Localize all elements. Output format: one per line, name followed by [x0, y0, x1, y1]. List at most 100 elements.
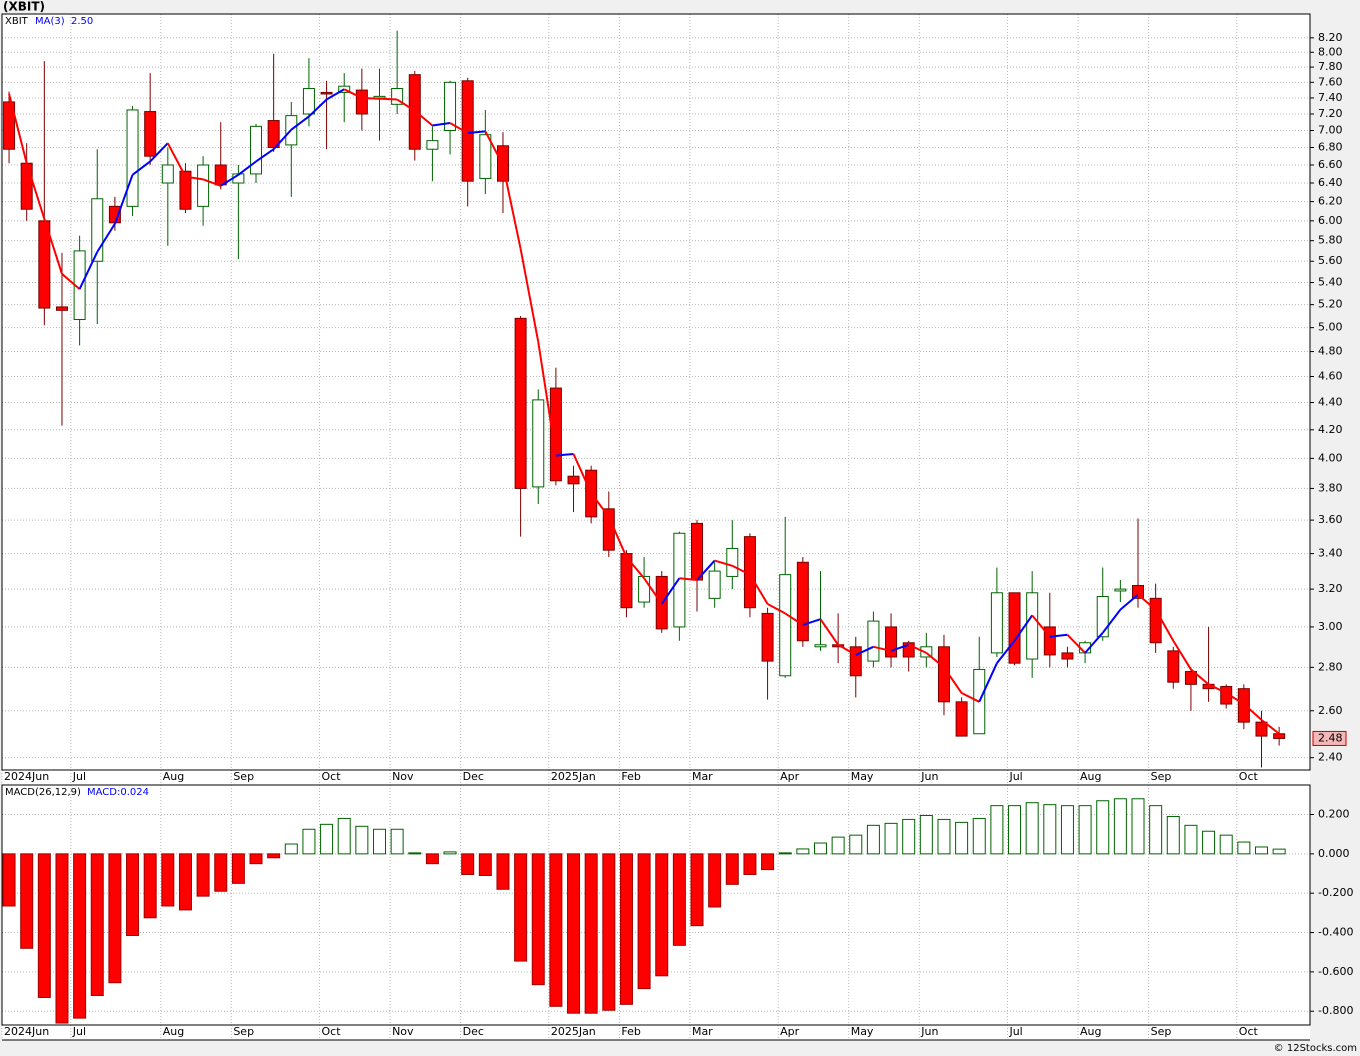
- ma-segment: [855, 645, 874, 656]
- ma-segment: [166, 142, 187, 178]
- ma-segment: [202, 178, 222, 187]
- macd-bar: [549, 853, 563, 1007]
- y-tick-label: -0.200: [1318, 886, 1353, 899]
- candle-body: [796, 561, 809, 642]
- x-tick-label: Nov: [392, 770, 414, 783]
- macd-bar: [831, 836, 845, 855]
- candle-body: [250, 125, 263, 175]
- ma-segment: [1119, 593, 1139, 611]
- candle-body: [1220, 685, 1233, 705]
- ma-segment: [1137, 593, 1157, 611]
- ma-segment: [467, 130, 486, 135]
- ma-segment: [555, 453, 574, 457]
- x-tick-label: Apr: [780, 770, 800, 783]
- candle-body: [1132, 584, 1145, 599]
- macd-bar: [231, 853, 245, 884]
- macd-bar: [408, 852, 422, 855]
- x-tick-label: Aug: [163, 770, 184, 783]
- macd-bar: [972, 817, 986, 855]
- candle-body: [849, 646, 862, 677]
- ma-segment: [607, 516, 628, 558]
- macd-bar: [778, 852, 792, 855]
- candle-body: [444, 81, 457, 132]
- candle-body: [1149, 597, 1162, 644]
- y-tick-label: 5.00: [1318, 321, 1343, 334]
- macd-bar: [284, 843, 298, 855]
- candle-body: [20, 162, 33, 210]
- ma-segment: [1066, 634, 1086, 654]
- x-tick-label: Sep: [1151, 770, 1172, 783]
- candle-body: [867, 620, 880, 662]
- candle-body: [91, 198, 104, 262]
- macd-bar: [637, 853, 651, 990]
- macd-bar: [372, 828, 386, 855]
- ma-segment: [572, 453, 593, 494]
- macd-bar: [743, 853, 757, 876]
- ma-segment: [1049, 633, 1068, 638]
- candle-body: [3, 101, 16, 150]
- macd-bar: [1166, 815, 1180, 855]
- candle-body: [355, 89, 368, 115]
- ma-segment: [625, 556, 645, 579]
- y-tick-label: 2.60: [1318, 704, 1343, 717]
- macd-bar: [1131, 798, 1145, 855]
- ma-segment: [414, 109, 434, 127]
- macd-bar: [108, 853, 122, 984]
- macd-bar: [20, 853, 34, 949]
- y-tick-label: 8.00: [1318, 45, 1343, 58]
- macd-bar: [690, 853, 704, 927]
- ma-segment: [819, 618, 839, 646]
- x-tick-label: Jun: [920, 770, 938, 783]
- legend-name: XBIT: [5, 16, 29, 27]
- ma-segment: [361, 96, 380, 100]
- candle-body: [144, 111, 157, 157]
- y-tick-label: 7.20: [1318, 107, 1343, 120]
- macd-bar: [267, 853, 281, 859]
- ma-segment: [449, 122, 469, 134]
- macd-bar: [1113, 798, 1127, 855]
- ma-segment: [943, 666, 963, 694]
- macd-bar: [337, 817, 351, 855]
- macd-bar: [355, 825, 369, 855]
- ma-segment: [237, 160, 257, 176]
- x-tick-label: Sep: [233, 1025, 254, 1038]
- ma-segment: [113, 174, 134, 225]
- x-tick-label: Aug: [163, 1025, 184, 1038]
- macd-bar: [443, 851, 457, 855]
- candle-body: [302, 88, 315, 115]
- y-tick-label: 6.40: [1318, 176, 1343, 189]
- candle-body: [1255, 721, 1268, 737]
- macd-bar: [90, 853, 104, 996]
- y-tick-label: 3.20: [1318, 582, 1343, 595]
- legend-ma: MA(3): [35, 16, 65, 27]
- macd-bar: [496, 853, 510, 890]
- x-tick-label: May: [851, 1025, 874, 1038]
- candle-body: [567, 475, 580, 485]
- macd-bar: [1254, 846, 1268, 855]
- candle-body: [955, 701, 968, 737]
- macd-bar: [1237, 841, 1251, 855]
- y-tick-label: 3.60: [1318, 513, 1343, 526]
- candle-body: [1237, 688, 1250, 723]
- candle-body: [320, 91, 333, 95]
- candle-body: [990, 592, 1003, 654]
- price-panel-bg: [2, 14, 1310, 785]
- macd-bar: [302, 828, 316, 855]
- macd-bar: [584, 853, 598, 1014]
- y-tick-label: 5.40: [1318, 276, 1343, 289]
- ma-segment: [1225, 692, 1245, 705]
- candle-body: [1096, 595, 1109, 638]
- y-tick-label: 5.80: [1318, 234, 1343, 247]
- macd-bar: [425, 853, 439, 865]
- ma-segment: [590, 492, 610, 518]
- ma-segment: [343, 88, 363, 99]
- macd-bar: [1043, 804, 1057, 855]
- y-tick-label: 0.200: [1318, 808, 1350, 821]
- x-tick-label: Jun: [920, 1025, 938, 1038]
- candle-body: [55, 306, 68, 311]
- candle-body: [761, 612, 774, 662]
- x-tick-label: Jul: [72, 770, 86, 783]
- ma-segment: [1243, 703, 1263, 721]
- candle-body: [708, 570, 721, 599]
